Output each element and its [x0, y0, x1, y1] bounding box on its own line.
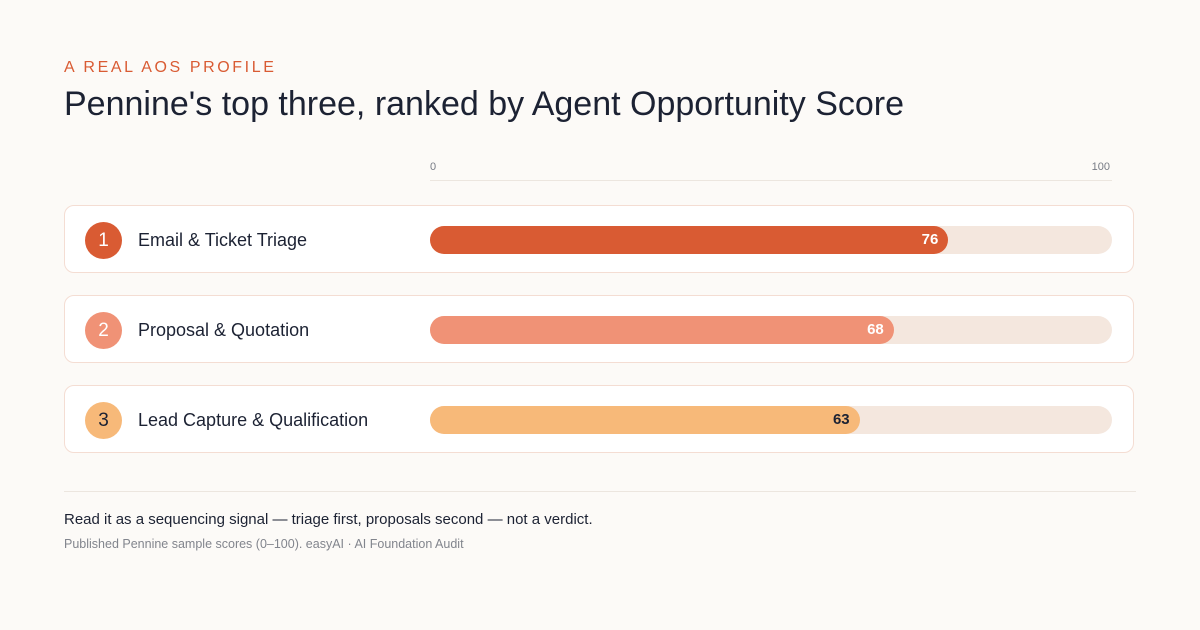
axis-max-tick: 100: [1091, 161, 1110, 173]
rank-badge-3: 3: [85, 402, 122, 439]
interpretation-note: Read it as a sequencing signal — triage …: [64, 511, 593, 528]
source-caption: Published Pennine sample scores (0–100).…: [64, 537, 464, 551]
bar-track-3: 63: [430, 406, 1112, 434]
score-bar-2: 68: [430, 316, 894, 344]
score-bar-1: 76: [430, 226, 949, 254]
bar-track-1: 76: [430, 226, 1112, 254]
category-label-1: Email & Ticket Triage: [138, 230, 308, 250]
axis-min-tick: 0: [430, 161, 437, 173]
score-axis: 0 100: [430, 160, 1112, 181]
score-bar-3: 63: [430, 406, 860, 434]
bar-track-2: 68: [430, 316, 1112, 344]
ranking-row-1: 1 Email & Ticket Triage 76: [64, 205, 1134, 273]
score-value-1: 76: [921, 231, 939, 248]
ranking-row-2: 2 Proposal & Quotation 68: [64, 295, 1134, 363]
category-label-3: Lead Capture & Qualification: [138, 410, 369, 430]
score-value-2: 68: [867, 321, 884, 338]
score-value-3: 63: [832, 411, 850, 428]
footer-divider: [64, 491, 1136, 492]
ranking-row-3: 3 Lead Capture & Qualification 63: [64, 385, 1134, 453]
category-label-2: Proposal & Quotation: [138, 320, 310, 340]
rank-badge-1: 1: [85, 222, 122, 259]
rank-badge-2: 2: [85, 312, 122, 349]
eyebrow-label: A REAL AOS PROFILE: [64, 59, 277, 76]
chart-title: Pennine's top three, ranked by Agent Opp…: [64, 85, 905, 123]
